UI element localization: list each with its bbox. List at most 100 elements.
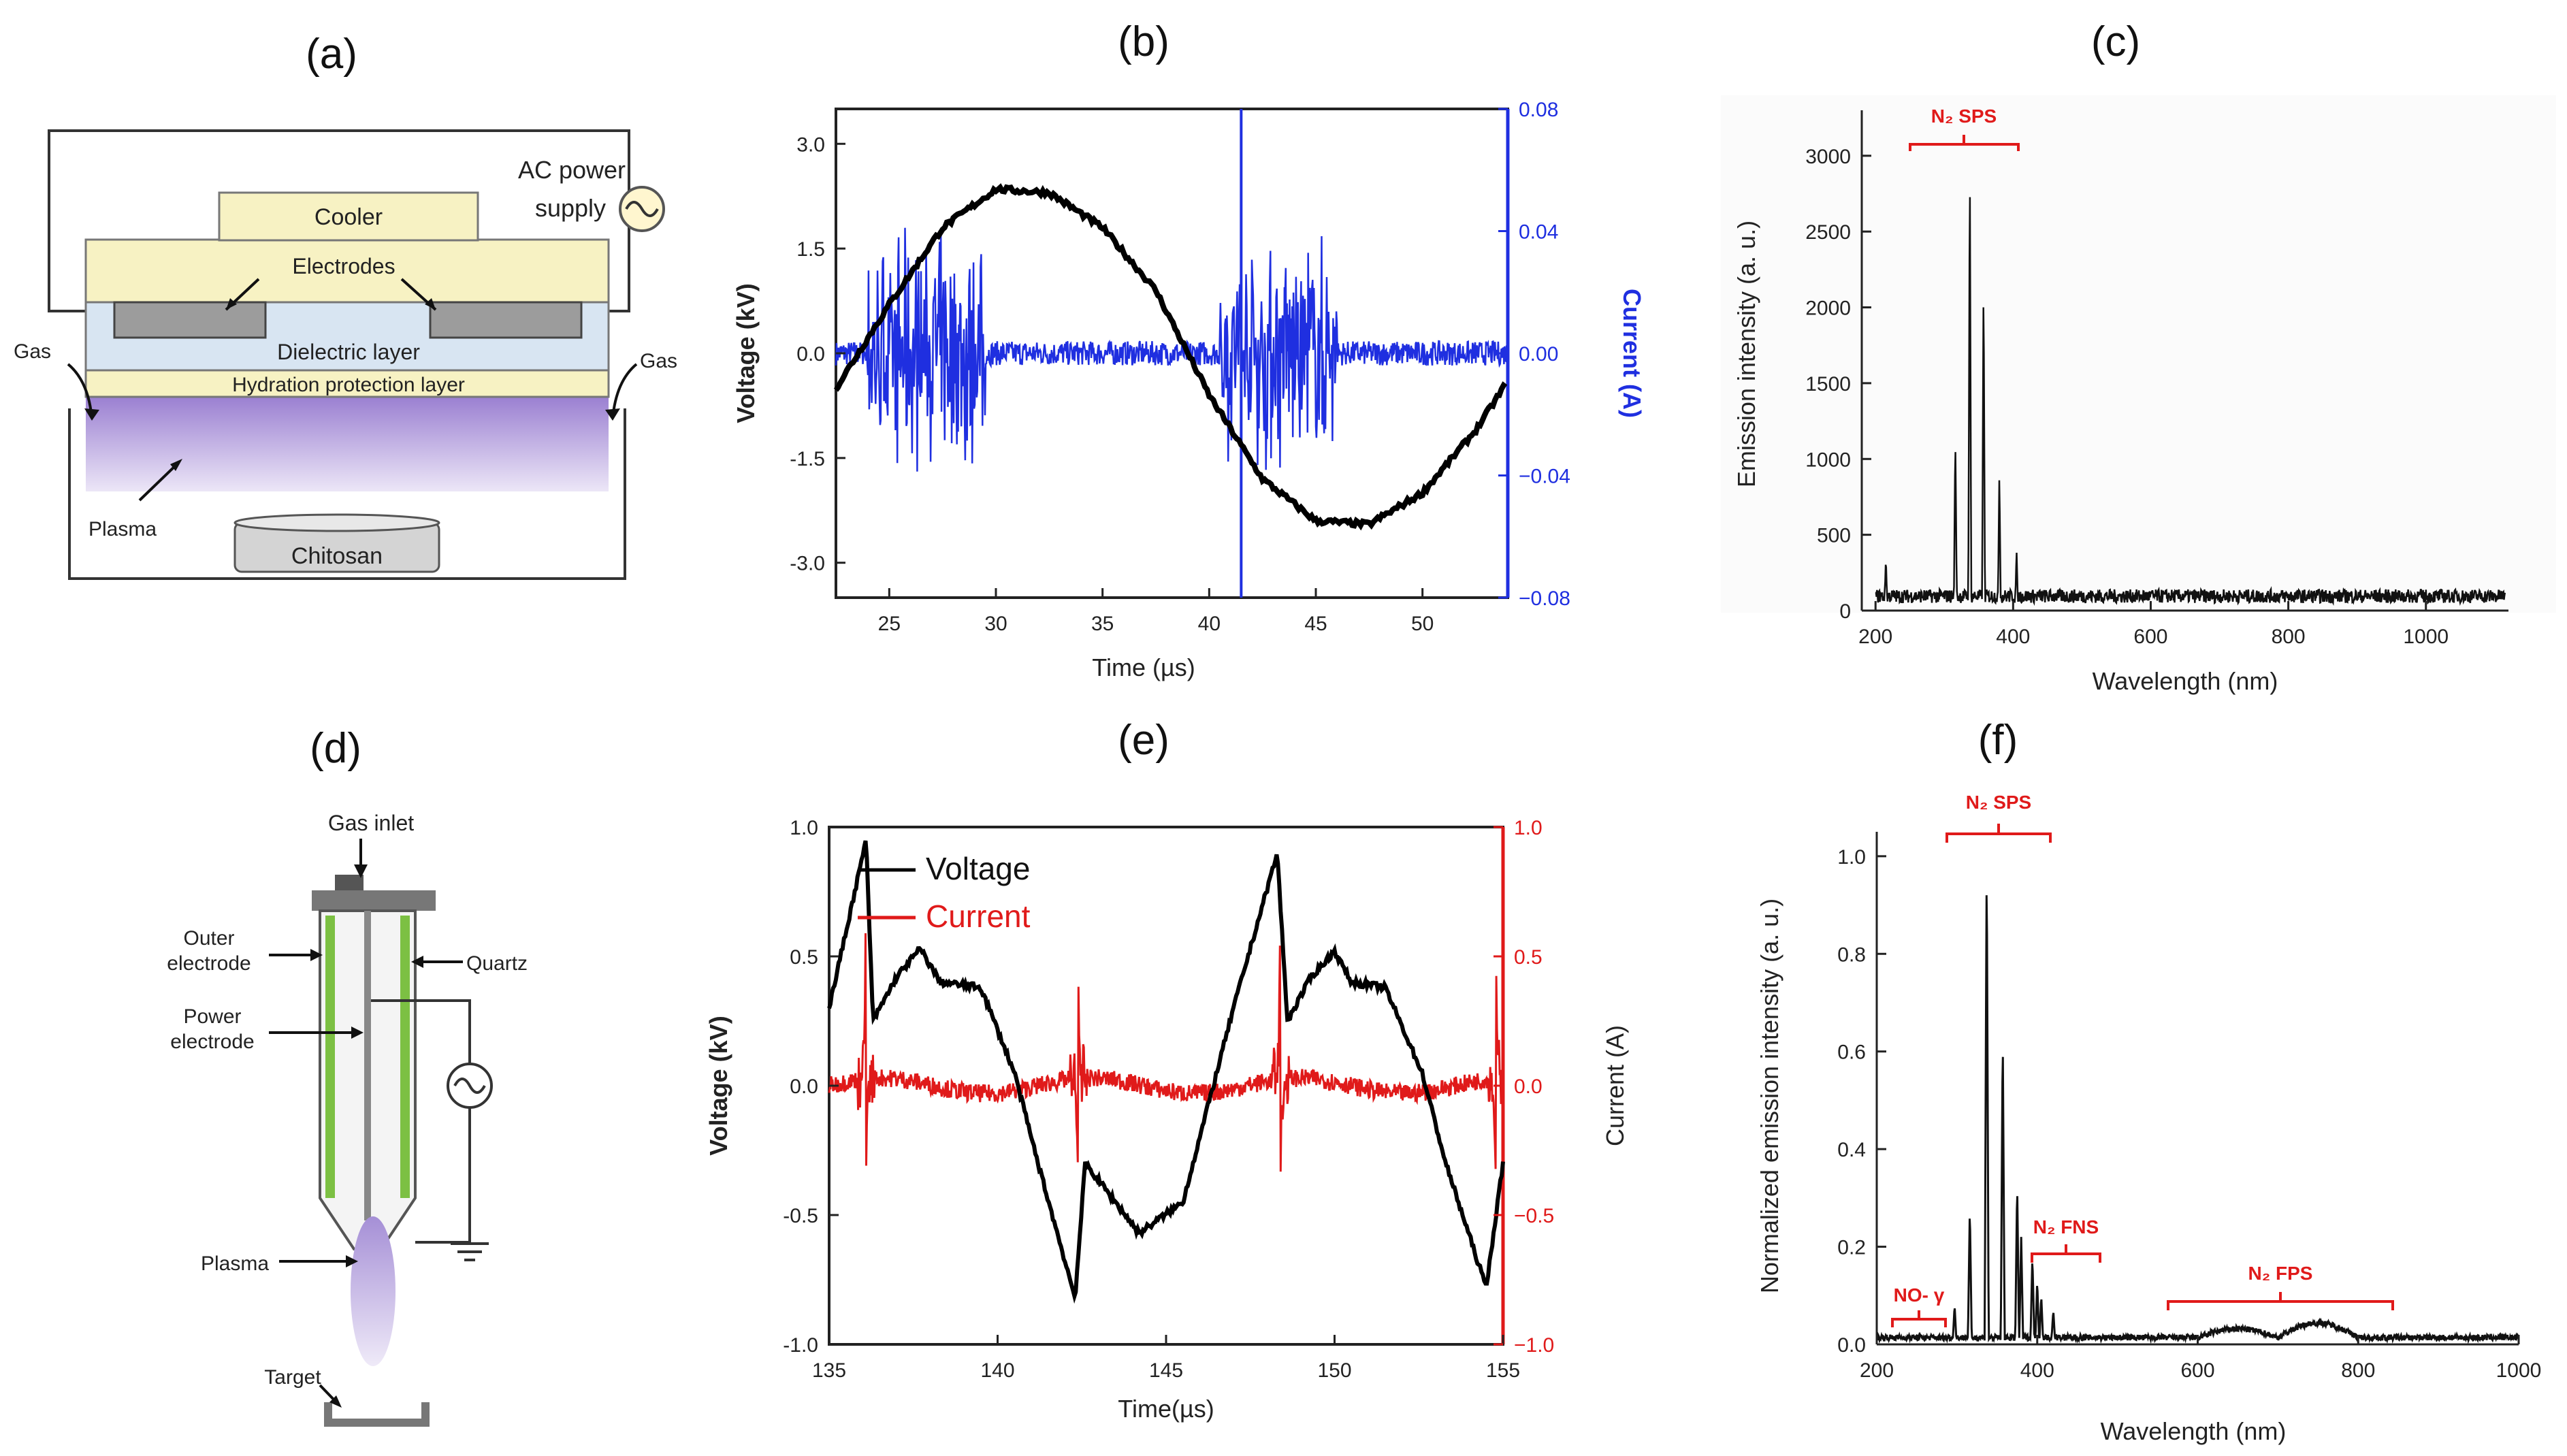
series-emission-c <box>1875 197 2506 606</box>
label-supply: supply <box>535 194 606 222</box>
legend-voltage-label: Voltage <box>926 851 1030 886</box>
y-tick-label: -0.5 <box>783 1205 818 1227</box>
y2-tick-label: −1.0 <box>1514 1334 1554 1357</box>
label-gas-inlet: Gas inlet <box>328 811 414 835</box>
y-tick-label: -3.0 <box>790 553 825 575</box>
label-electrodes: Electrodes <box>292 254 395 278</box>
y-tick-label: -1.5 <box>790 448 825 470</box>
chart-f-annotation-n2fns: N₂ FNS <box>2033 1216 2099 1237</box>
diagram-d: Gas inlet Outer electrode Quartz Power e… <box>167 811 528 1427</box>
gas-inlet-cap <box>335 875 364 892</box>
y2-tick-label: −0.04 <box>1519 466 1570 488</box>
electrode-right <box>429 301 583 339</box>
label-dielectric: Dielectric layer <box>277 340 420 364</box>
y-tick-label: 0.2 <box>1837 1237 1866 1259</box>
chamber <box>68 408 626 580</box>
chart-c: 200 400 600 800 1000 0 500 1000 1500 2000 2500 3000… <box>1721 95 2556 695</box>
chart-f-annotation-nogamma: NO- γ <box>1894 1284 1945 1306</box>
chart-b-ylabel: Voltage (kV) <box>732 283 760 423</box>
y-tick-label: 1500 <box>1805 373 1851 395</box>
x-tick-label: 400 <box>2020 1359 2054 1382</box>
y-tick-label: 0.0 <box>790 1075 818 1098</box>
label-outer-electrode: electrode <box>167 952 251 975</box>
x-tick-label: 45 <box>1304 613 1327 635</box>
plasma-region <box>86 396 609 491</box>
y-tick-label: 0.8 <box>1837 943 1866 966</box>
x-tick-label: 200 <box>1858 626 1892 648</box>
label-power-electrode: electrode <box>170 1031 254 1053</box>
panel-label-f: (f) <box>1978 717 2018 764</box>
diagram-a: Cooler AC power supply Electrodes Dielec… <box>14 129 677 580</box>
x-tick-label: 1000 <box>2496 1359 2542 1382</box>
y-tick-label: 1.0 <box>790 817 818 839</box>
chart-c-plot-bg <box>1721 95 2556 613</box>
hydration-layer <box>84 368 610 398</box>
y-tick-label: 3.0 <box>796 133 825 156</box>
label-power: Power <box>183 1005 241 1028</box>
sine-wave-icon-d <box>453 1078 486 1094</box>
x-tick-label: 145 <box>1149 1359 1183 1382</box>
series-current-e <box>828 933 1504 1172</box>
x-tick-label: 1000 <box>2403 626 2449 648</box>
legend-current-label: Current <box>926 899 1031 934</box>
chart-b: 25 30 35 40 45 50 3.0 1.5 0.0 -1.5 -3.0 0.08 0.04 0.0… <box>732 99 1646 681</box>
y2-tick-label: 0.08 <box>1519 99 1558 121</box>
series-emission-f <box>1875 895 2520 1344</box>
x-tick-label: 150 <box>1317 1359 1351 1382</box>
series-voltage-e <box>827 840 1505 1304</box>
y-tick-label: -1.0 <box>783 1334 818 1357</box>
x-tick-label: 400 <box>1996 626 2030 648</box>
y-tick-label: 3000 <box>1805 146 1851 168</box>
label-plasma: Plasma <box>88 518 157 540</box>
chart-b-y2label: Current (A) <box>1618 289 1646 418</box>
label-plasma-d: Plasma <box>201 1252 269 1275</box>
panel-label-d: (d) <box>310 725 361 772</box>
label-quartz: Quartz <box>466 952 528 975</box>
y2-tick-label: −0.5 <box>1514 1205 1554 1227</box>
y-tick-label: 500 <box>1817 525 1851 547</box>
power-electrode <box>364 911 371 1220</box>
y-tick-label: 2000 <box>1805 297 1851 320</box>
target-dish <box>324 1402 430 1427</box>
panel-label-c: (c) <box>2091 18 2140 65</box>
x-tick-label: 600 <box>2133 626 2167 648</box>
chart-f-xlabel: Wavelength (nm) <box>2101 1417 2287 1445</box>
y-tick-label: 2500 <box>1805 221 1851 244</box>
x-tick-label: 200 <box>1860 1359 1894 1382</box>
series-current-b <box>835 227 1508 472</box>
plasma-jet <box>351 1216 395 1366</box>
label-outer: Outer <box>183 927 234 950</box>
chart-e-ylabel: Voltage (kV) <box>705 1016 732 1155</box>
inlet-flange <box>312 890 436 911</box>
y2-tick-label: −0.08 <box>1519 587 1570 610</box>
x-tick-label: 800 <box>2341 1359 2375 1382</box>
chart-e: 135 140 145 150 155 1.0 0.5 0.0 -0.5 -1.0 1.0 0.5 0.… <box>705 817 1629 1423</box>
cooler-block <box>218 191 479 242</box>
x-tick-label: 35 <box>1091 613 1114 635</box>
x-tick-label: 25 <box>878 613 901 635</box>
panel-label-a: (a) <box>306 31 357 78</box>
x-tick-label: 600 <box>2180 1359 2214 1382</box>
y-tick-label: 0.0 <box>796 343 825 366</box>
chart-b-xlabel: Time (µs) <box>1092 653 1195 681</box>
y-tick-label: 0.5 <box>790 946 818 969</box>
x-tick-label: 30 <box>984 613 1007 635</box>
y2-tick-label: 0.5 <box>1514 946 1543 969</box>
label-gas-left: Gas <box>14 340 51 363</box>
chart-f-annotation-n2fps: N₂ FPS <box>2248 1263 2313 1284</box>
label-hydration: Hydration protection layer <box>232 374 465 396</box>
y2-tick-label: 0.00 <box>1519 343 1558 366</box>
y-tick-label: 1.0 <box>1837 846 1866 869</box>
y-tick-label: 1.5 <box>796 238 825 261</box>
label-ac-power: AC power <box>518 156 626 184</box>
chitosan-dish-top <box>233 513 440 532</box>
x-tick-label: 155 <box>1486 1359 1520 1382</box>
chart-c-ylabel: Emission intensity (a. u.) <box>1732 221 1760 487</box>
label-gas-right: Gas <box>640 350 677 372</box>
panel-label-b: (b) <box>1118 18 1169 65</box>
outer-electrode-right <box>400 916 410 1198</box>
y2-tick-label: 1.0 <box>1514 817 1543 839</box>
label-cooler: Cooler <box>314 204 383 230</box>
